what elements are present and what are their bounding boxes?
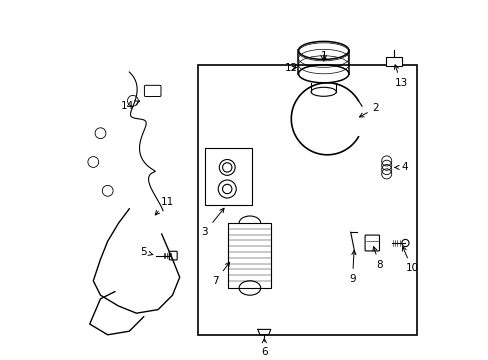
Text: 9: 9: [348, 251, 355, 284]
Text: 12: 12: [284, 63, 297, 73]
Text: 7: 7: [212, 262, 229, 286]
Bar: [228, 223, 271, 288]
FancyBboxPatch shape: [169, 251, 177, 260]
Bar: [385, 57, 401, 66]
Text: 1: 1: [320, 51, 326, 61]
Text: 5: 5: [140, 247, 152, 257]
Bar: [197, 65, 416, 335]
Text: 4: 4: [394, 162, 407, 172]
Text: 13: 13: [394, 65, 407, 88]
Text: 2: 2: [359, 103, 378, 117]
Text: 6: 6: [261, 339, 267, 357]
Text: 10: 10: [402, 247, 418, 273]
FancyBboxPatch shape: [144, 85, 161, 96]
Text: 11: 11: [155, 197, 173, 215]
Text: 14: 14: [121, 101, 139, 111]
Text: 3: 3: [201, 208, 224, 237]
FancyBboxPatch shape: [365, 235, 379, 251]
Text: 8: 8: [372, 247, 382, 270]
Bar: [204, 148, 251, 205]
